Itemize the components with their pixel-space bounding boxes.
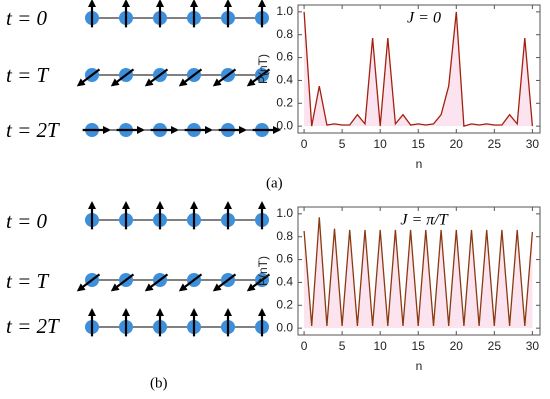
area <box>304 11 533 127</box>
plot-frame <box>297 4 541 134</box>
annotation: J = π/T <box>400 212 448 229</box>
y-tick-label: 1.0 <box>276 206 293 220</box>
plot-frame <box>297 206 541 336</box>
x-tick-label: 30 <box>526 339 540 353</box>
x-tick-label: 25 <box>488 339 502 353</box>
spin-arrow <box>144 68 169 87</box>
spin-arrow <box>144 273 169 292</box>
x-tick-label: 5 <box>339 339 346 353</box>
x-tick-label: 30 <box>526 137 540 151</box>
x-tick-label: 0 <box>301 339 308 353</box>
spin-arrow <box>110 68 135 87</box>
y-tick-label: 0.4 <box>276 73 293 87</box>
annotation: J = 0 <box>407 10 441 27</box>
y-tick-label: 0.4 <box>276 275 293 289</box>
spin-arrow <box>110 273 135 292</box>
x-tick-label: 20 <box>450 339 464 353</box>
y-tick-label: 0.6 <box>276 252 293 266</box>
x-tick-label: 15 <box>412 137 426 151</box>
data-line <box>303 11 534 127</box>
spin-arrow <box>212 68 237 87</box>
y-tick-label: 0.2 <box>276 297 293 311</box>
y-axis-label: P(nT) <box>256 54 270 84</box>
spin-arrow <box>246 273 271 292</box>
panel-label: (b) <box>150 375 168 391</box>
x-tick-label: 0 <box>301 137 308 151</box>
x-axis-label: n <box>416 359 423 373</box>
spin-arrow <box>76 273 101 292</box>
spin-arrow <box>76 68 101 87</box>
y-axis-label: P(nT) <box>256 256 270 286</box>
area <box>304 217 533 329</box>
time-label: t = T <box>6 269 50 293</box>
time-label: t = T <box>6 63 50 87</box>
time-label: t = 0 <box>6 209 48 233</box>
time-label: t = 0 <box>6 6 48 30</box>
y-tick-label: 0.0 <box>276 118 293 132</box>
x-tick-label: 10 <box>374 339 388 353</box>
x-tick-label: 25 <box>488 137 502 151</box>
y-tick-label: 1.0 <box>276 4 293 18</box>
x-tick-label: 15 <box>412 339 426 353</box>
spin-arrow <box>246 68 271 87</box>
spin-arrow <box>178 68 203 87</box>
spin-arrow <box>212 273 237 292</box>
x-tick-label: 5 <box>339 137 346 151</box>
y-tick-label: 0.8 <box>276 229 293 243</box>
panel-label: (a) <box>266 175 283 191</box>
y-tick-label: 0.2 <box>276 95 293 109</box>
y-tick-label: 0.6 <box>276 50 293 64</box>
time-label: t = 2T <box>6 118 60 142</box>
time-label: t = 2T <box>6 314 60 338</box>
data-line <box>303 217 534 326</box>
y-tick-label: 0.8 <box>276 27 293 41</box>
x-axis-label: n <box>416 157 423 171</box>
x-tick-label: 10 <box>374 137 388 151</box>
x-tick-label: 20 <box>450 137 464 151</box>
y-tick-label: 0.0 <box>276 320 293 334</box>
spin-arrow <box>178 273 203 292</box>
